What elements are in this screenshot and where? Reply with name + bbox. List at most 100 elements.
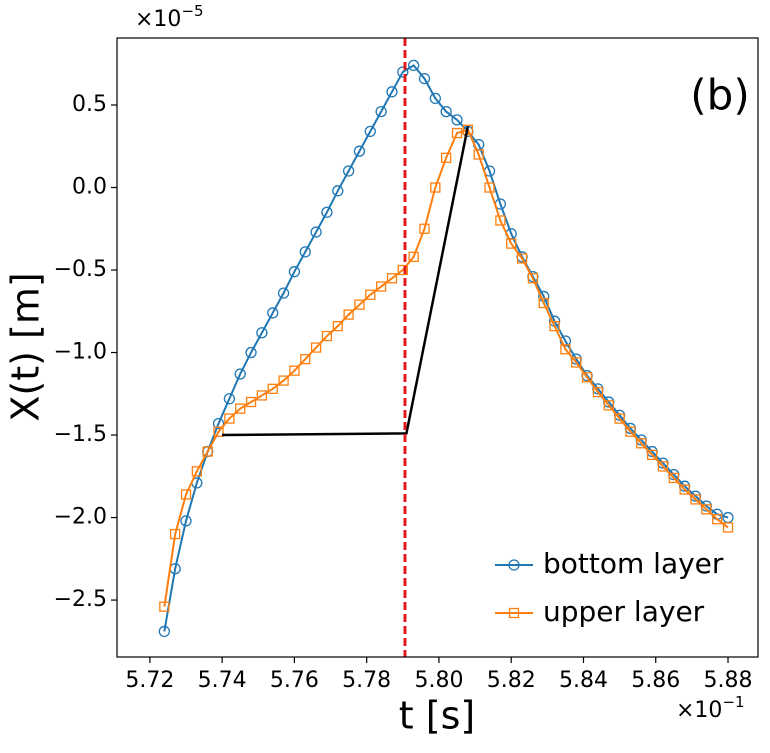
y-tick-label: −1.5: [54, 422, 107, 447]
marker: [657, 461, 669, 472]
marker: [235, 403, 246, 414]
marker: [180, 489, 192, 500]
plot-frame: [116, 37, 759, 658]
marker: [364, 125, 376, 138]
marker: [495, 215, 506, 226]
marker: [321, 206, 333, 218]
marker: [180, 515, 192, 527]
legend-label: upper layer: [543, 595, 705, 628]
y-offset-base: ×10: [135, 7, 181, 32]
y-offset-exponent: −5: [181, 2, 203, 20]
y-tick-label: 0.5: [72, 92, 107, 117]
marker: [288, 266, 301, 278]
marker: [668, 472, 679, 484]
marker: [310, 342, 322, 353]
x-tick-label: 5.88: [704, 668, 753, 693]
marker: [679, 484, 690, 495]
guide-line: [222, 126, 470, 437]
marker: [365, 289, 376, 300]
legend-marker: [508, 607, 520, 619]
x-offset-exponent: −1: [722, 693, 744, 711]
y-tick-label: −2.0: [54, 505, 107, 530]
x-tick-label: 5.82: [487, 668, 536, 693]
marker: [722, 522, 734, 533]
marker: [516, 253, 528, 264]
marker: [256, 390, 268, 401]
plot-area: [158, 38, 734, 657]
marker: [386, 273, 398, 284]
marker: [559, 335, 572, 347]
marker: [462, 124, 474, 135]
marker: [224, 413, 235, 424]
y-tick-label: −1.0: [54, 340, 107, 365]
marker: [158, 625, 170, 638]
marker: [712, 514, 723, 525]
panel-label: (b): [690, 71, 749, 120]
marker: [342, 165, 355, 177]
marker: [299, 246, 311, 258]
x-tick-label: 5.84: [559, 668, 608, 693]
marker: [549, 320, 560, 332]
marker: [636, 438, 647, 449]
legend-marker: [508, 559, 520, 571]
marker: [191, 466, 203, 477]
marker: [245, 346, 257, 359]
marker: [538, 297, 549, 309]
marker: [614, 413, 625, 424]
marker: [441, 152, 452, 163]
x-offset-base: ×10: [676, 698, 722, 723]
marker: [473, 149, 484, 160]
marker: [354, 299, 365, 310]
x-tick-label: 5.78: [342, 668, 391, 693]
marker: [267, 383, 278, 394]
marker: [451, 127, 463, 139]
marker: [267, 307, 279, 319]
marker: [321, 330, 333, 342]
x-tick-label: 5.80: [414, 668, 463, 693]
marker: [419, 223, 430, 234]
y-offset: ×10−5: [135, 2, 204, 33]
marker: [256, 327, 268, 339]
marker: [408, 251, 419, 262]
marker: [701, 504, 712, 515]
x-offset: ×10−1: [676, 693, 745, 724]
marker: [440, 105, 452, 118]
marker: [386, 86, 398, 98]
marker: [451, 114, 463, 126]
marker: [170, 528, 181, 540]
legend-label: bottom layer: [543, 547, 724, 580]
marker: [245, 396, 257, 408]
marker: [343, 309, 354, 320]
marker: [289, 365, 300, 376]
marker: [625, 426, 636, 437]
x-tick-label: 5.72: [125, 668, 174, 693]
marker: [375, 281, 387, 292]
y-tick-label: −0.5: [54, 257, 107, 282]
marker: [690, 494, 701, 505]
marker: [429, 92, 441, 105]
marker: [234, 368, 246, 380]
marker: [430, 182, 441, 193]
x-tick-label: 5.74: [198, 668, 247, 693]
marker: [592, 386, 604, 398]
marker: [277, 287, 290, 299]
marker: [278, 375, 289, 386]
marker: [527, 273, 539, 284]
marker: [560, 344, 571, 355]
marker: [332, 185, 344, 197]
marker: [418, 72, 431, 85]
marker: [300, 353, 311, 365]
marker: [603, 400, 614, 411]
marker: [353, 145, 366, 157]
y-tick-label: 0.0: [72, 175, 107, 200]
y-axis-label: X(t) [m]: [4, 272, 48, 421]
marker: [408, 59, 420, 72]
marker: [646, 449, 658, 460]
marker: [571, 357, 582, 368]
marker: [212, 417, 225, 430]
marker: [202, 446, 213, 457]
marker: [332, 320, 343, 332]
series-line: [163, 128, 729, 607]
marker: [213, 426, 224, 437]
